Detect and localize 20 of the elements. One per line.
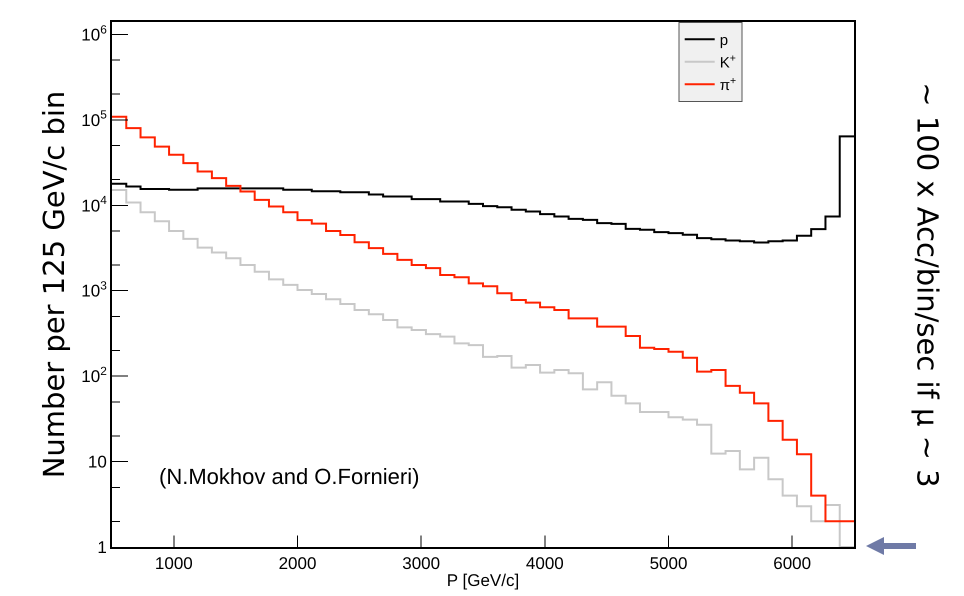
y-tick-label: 10$^{5}$ — [81, 108, 108, 130]
x-axis-title: P [GeV/c] — [446, 571, 520, 590]
x-tick-label: 4000 — [526, 554, 564, 574]
legend-label: K$^{+}$ — [720, 52, 736, 72]
x-tick-label: 2000 — [278, 554, 316, 574]
annotation: (N.Mokhov and O.Fornieri) — [159, 464, 420, 489]
y-tick-label: 10 — [88, 452, 107, 472]
legend-label: π$^{+}$ — [720, 74, 736, 94]
x-tick-label: 6000 — [773, 554, 812, 574]
legend-label: p — [720, 32, 728, 50]
x-tick-label: 1000 — [154, 554, 193, 574]
y-axis-title: Number per 125 GeV/c bin — [37, 90, 72, 478]
x-tick-label: 3000 — [402, 554, 440, 574]
x-tick-label: 5000 — [650, 554, 688, 574]
y2-axis-title: ~ 100 x Acc/bin/sec if μ ~ 3 — [910, 82, 945, 488]
y-tick-label: 10$^{6}$ — [81, 22, 108, 44]
y-tick-label: 10$^{3}$ — [81, 278, 108, 301]
y-tick-label: 10$^{4}$ — [81, 193, 108, 216]
y-tick-label: 10$^{2}$ — [81, 364, 108, 386]
y-tick-label: 1 — [97, 538, 107, 557]
